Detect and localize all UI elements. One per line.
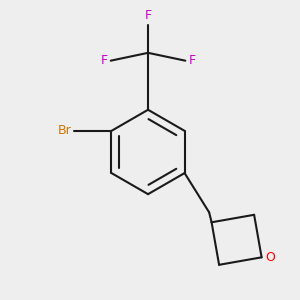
Text: F: F: [188, 54, 195, 67]
Text: F: F: [145, 9, 152, 22]
Text: O: O: [266, 251, 275, 264]
Text: Br: Br: [58, 124, 71, 137]
Text: F: F: [101, 54, 108, 67]
